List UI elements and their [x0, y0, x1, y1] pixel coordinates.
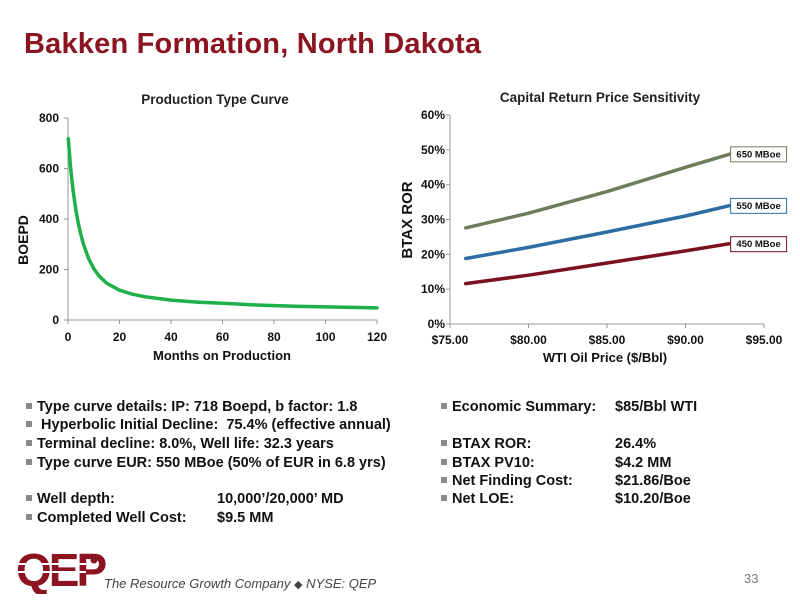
bullet-text: Hyperbolic Initial Decline: 75.4% (effec… — [37, 417, 391, 433]
bullet-hyperbolic-decline: Hyperbolic Initial Decline: 75.4% (effec… — [26, 417, 391, 433]
x-tick-label: 40 — [164, 330, 178, 344]
bullet-value: $10.20/Boe — [615, 491, 691, 507]
bullet-completed-well-cost: Completed Well Cost: $9.5 MM — [26, 510, 406, 526]
bullet-icon — [441, 440, 447, 447]
bullet-value: $21.86/Boe — [615, 473, 691, 489]
type-curve-line — [66, 136, 379, 310]
bullet-icon — [26, 514, 32, 521]
y-tick-label: 600 — [39, 162, 59, 176]
bullet-terminal-decline: Terminal decline: 8.0%, Well life: 32.3 … — [26, 436, 334, 452]
x-tick-label: 20 — [113, 330, 127, 344]
series-label-box — [730, 146, 788, 163]
bullet-label: Net LOE: — [452, 491, 515, 507]
bullet-icon — [26, 421, 32, 428]
footer-tagline: The Resource Growth Company ◆ NYSE: QEP — [104, 576, 376, 591]
chart-title: Production Type Curve — [141, 92, 289, 107]
bullet-icon — [441, 495, 447, 502]
x-tick-label: 60 — [216, 330, 230, 344]
y-tick-label: 800 — [39, 111, 59, 125]
bullet-text: Type curve EUR: 550 MBoe (50% of EUR in … — [37, 455, 386, 471]
bullet-label: Well depth: — [37, 491, 115, 507]
x-tick-label: 100 — [315, 330, 335, 344]
y-tick-label: 20% — [421, 247, 445, 261]
y-tick-label: 0% — [428, 317, 446, 331]
x-tick-label: $90.00 — [667, 333, 704, 347]
bullet-icon — [26, 495, 32, 502]
bullet-btax-pv10: BTAX PV10: $4.2 MM — [441, 455, 781, 471]
x-tick-label: 0 — [65, 330, 72, 344]
x-tick-label: $80.00 — [510, 333, 547, 347]
capital-return-sensitivity-chart: Capital Return Price Sensitivity BTAX RO… — [400, 90, 788, 365]
plot-area: 650 MBoe 550 MBoe 450 MBoe — [463, 146, 788, 286]
y-tick-label: 200 — [39, 263, 59, 277]
bullet-value: $9.5 MM — [217, 510, 274, 526]
bullet-icon — [441, 403, 447, 410]
bullet-icon — [441, 477, 447, 484]
x-axis-label: WTI Oil Price ($/Bbl) — [543, 350, 667, 365]
plot-area — [66, 136, 379, 310]
bullet-net-loe: Net LOE: $10.20/Boe — [441, 491, 781, 507]
bullet-type-curve-details: Type curve details: IP: 718 Boepd, b fac… — [26, 399, 357, 415]
page-number: 33 — [744, 571, 759, 586]
y-tick-label: 50% — [421, 143, 445, 157]
series-label-box — [730, 197, 788, 214]
bullet-label: BTAX ROR: — [452, 436, 532, 452]
axes: 0% 10% 20% 30% 40% 50% 60% $75.00 $80.00 $85.00 $9… — [421, 108, 783, 347]
series-label: 550 MBoe — [736, 201, 780, 212]
qep-logo: QEP — [14, 544, 106, 594]
production-type-curve-chart: Production Type Curve BOEPD Months on Pr… — [15, 92, 387, 363]
y-tick-label: 10% — [421, 282, 445, 296]
bullet-economic-summary: Economic Summary: $85/Bbl WTI — [441, 399, 781, 415]
y-tick-label: 30% — [421, 213, 445, 227]
x-tick-label: $95.00 — [746, 333, 783, 347]
bullet-type-curve-eur: Type curve EUR: 550 MBoe (50% of EUR in … — [26, 455, 386, 471]
bullet-icon — [26, 403, 32, 410]
y-axis-label: BOEPD — [15, 215, 31, 265]
x-tick-label: 120 — [367, 330, 387, 344]
bullet-net-finding-cost: Net Finding Cost: $21.86/Boe — [441, 473, 781, 489]
bullet-label: Economic Summary: — [452, 399, 597, 415]
x-tick-label: $75.00 — [432, 333, 469, 347]
diamond-icon: ◆ — [294, 579, 303, 591]
bullet-icon — [26, 440, 32, 447]
ticker-text: NYSE: QEP — [306, 576, 377, 591]
bullet-icon — [441, 459, 447, 466]
bullet-label: Completed Well Cost: — [37, 510, 187, 526]
bullet-value: 26.4% — [615, 436, 657, 452]
x-tick-label: 80 — [267, 330, 281, 344]
y-axis-label: BTAX ROR — [400, 181, 416, 258]
chart-title: Capital Return Price Sensitivity — [500, 90, 701, 105]
bullet-btax-ror: BTAX ROR: 26.4% — [441, 436, 781, 452]
series-line-450-mboe — [463, 241, 735, 286]
y-tick-label: 400 — [39, 212, 59, 226]
series-label: 650 MBoe — [736, 149, 780, 160]
y-tick-label: 60% — [421, 108, 445, 122]
series-line-650-mboe — [463, 151, 735, 230]
logo-text: QEP — [16, 544, 106, 594]
bullet-text: Type curve details: IP: 718 Boepd, b fac… — [37, 399, 358, 415]
tagline-text: The Resource Growth Company — [104, 576, 291, 591]
axes: 0 200 400 600 800 0 20 40 60 80 100 120 — [39, 111, 387, 344]
series-line-550-mboe — [463, 203, 735, 261]
bullet-label: Net Finding Cost: — [452, 473, 573, 489]
bullet-value: 10,000’/20,000’ MD — [217, 491, 344, 507]
series-label: 450 MBoe — [736, 239, 780, 250]
slide-title: Bakken Formation, North Dakota — [24, 28, 482, 60]
x-axis-label: Months on Production — [153, 348, 291, 363]
series-label-box — [730, 236, 788, 253]
bullet-value: $4.2 MM — [615, 455, 672, 471]
bullet-value: $85/Bbl WTI — [615, 399, 698, 415]
bullet-label: BTAX PV10: — [452, 455, 535, 471]
y-tick-label: 40% — [421, 178, 445, 192]
bullet-text: Terminal decline: 8.0%, Well life: 32.3 … — [37, 436, 334, 452]
x-tick-label: $85.00 — [589, 333, 626, 347]
logo-dot — [90, 556, 98, 564]
bullet-well-depth: Well depth: 10,000’/20,000’ MD — [26, 491, 406, 507]
y-tick-label: 0 — [52, 313, 59, 327]
bullet-icon — [26, 459, 32, 466]
